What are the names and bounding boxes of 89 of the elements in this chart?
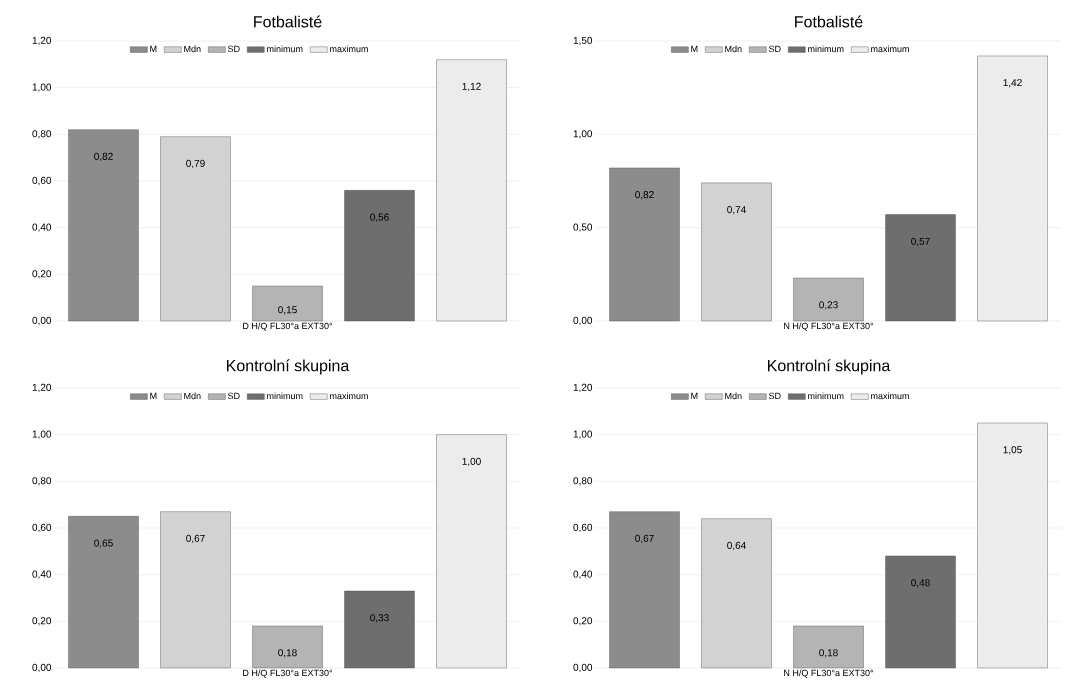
y-tick-label: 0,20 (32, 617, 52, 626)
legend-label: M (691, 392, 698, 399)
data-label: 1,05 (1003, 446, 1022, 455)
chart-title: Fotbalisté (254, 15, 322, 28)
bar (344, 590, 415, 669)
data-label: 0,15 (278, 306, 297, 315)
x-axis-title: D H/Q FL30°a EXT30° (243, 669, 333, 678)
y-tick-label: 0,60 (32, 176, 52, 186)
y-tick-label: 0,00 (573, 663, 593, 673)
legend-label: SD (227, 392, 240, 400)
bar (793, 625, 864, 669)
data-label: 0,33 (370, 614, 389, 623)
legend-label: maximum (330, 45, 368, 53)
chart-title: Fotbalisté (795, 15, 863, 28)
y-tick-label: 1,20 (573, 383, 593, 393)
y-tick-label: 0,40 (573, 570, 593, 579)
y-tick-label: 0,80 (573, 477, 593, 486)
y-tick-label: 0,20 (573, 617, 593, 626)
legend-label: minimum (267, 392, 303, 400)
y-tick-label: 0,00 (32, 316, 52, 326)
legend-label: Mdn (184, 45, 201, 53)
x-axis-title: N H/Q FL30°a EXT30° (784, 322, 874, 331)
legend-label: SD (768, 392, 781, 400)
data-label: 1,12 (462, 82, 481, 92)
bar (252, 285, 323, 322)
y-tick-label: 1,20 (32, 383, 52, 393)
bar (885, 214, 956, 322)
y-tick-label: 0,60 (573, 523, 593, 533)
x-axis-title: N H/Q FL30°a EXT30° (784, 669, 874, 678)
bar (977, 422, 1048, 669)
y-tick-label: 1,00 (32, 430, 52, 439)
bar (252, 625, 323, 669)
bar (977, 55, 1048, 322)
y-tick-label: 0,80 (32, 477, 52, 486)
data-label: 0,82 (635, 191, 654, 200)
bar (344, 190, 415, 322)
bar (436, 59, 507, 322)
y-tick-label: 0,20 (32, 270, 52, 279)
bar (436, 434, 507, 669)
y-tick-label: 1,00 (32, 83, 52, 92)
legend-label: M (150, 45, 157, 52)
legend-label: SD (768, 45, 781, 53)
data-label: 0,18 (278, 649, 297, 658)
legend-label: minimum (808, 45, 844, 53)
bar (609, 511, 680, 669)
y-tick-label: 1,00 (573, 430, 593, 439)
y-tick-label: 0,60 (32, 523, 52, 533)
legend-label: minimum (808, 392, 844, 400)
legend-label: Mdn (725, 392, 742, 400)
data-label: 0,79 (186, 159, 205, 169)
bar (793, 277, 864, 322)
data-label: 1,42 (1003, 79, 1022, 88)
data-label: 0,82 (94, 152, 113, 162)
y-tick-label: 0,80 (32, 130, 52, 139)
bar (68, 129, 139, 322)
y-tick-label: 1,00 (573, 130, 593, 139)
legend-label: minimum (267, 45, 303, 53)
legend-label: maximum (330, 392, 368, 400)
data-label: 0,74 (727, 206, 746, 215)
y-tick-label: 0,40 (32, 570, 52, 579)
data-label: 1,00 (462, 457, 481, 467)
legend-label: Mdn (184, 392, 201, 400)
y-tick-label: 1,50 (573, 36, 593, 46)
y-tick-label: 0,00 (32, 663, 52, 673)
legend-label: Mdn (725, 45, 742, 53)
data-label: 0,64 (727, 541, 746, 551)
legend-label: M (150, 392, 157, 399)
y-tick-label: 1,20 (32, 36, 52, 46)
data-label: 0,65 (94, 539, 113, 548)
legend-label: maximum (871, 45, 909, 53)
data-label: 0,48 (911, 579, 930, 588)
legend-label: M (691, 45, 698, 52)
chart-title: Kontrolní skupina (227, 359, 350, 375)
data-label: 0,57 (911, 237, 930, 247)
y-tick-label: 0,00 (573, 316, 593, 326)
x-axis-title: D H/Q FL30°a EXT30° (243, 322, 333, 331)
legend-label: maximum (871, 392, 909, 400)
legend-label: SD (227, 45, 240, 53)
y-tick-label: 0,50 (573, 223, 593, 232)
bar (885, 555, 956, 669)
chart-title: Kontrolní skupina (768, 359, 891, 375)
y-tick-label: 0,40 (32, 223, 52, 232)
data-label: 0,56 (370, 213, 389, 222)
bar (609, 167, 680, 322)
data-label: 0,18 (819, 649, 838, 658)
data-label: 0,67 (186, 534, 205, 544)
data-label: 0,23 (819, 301, 838, 310)
bar (68, 516, 139, 669)
data-label: 0,67 (635, 534, 654, 544)
